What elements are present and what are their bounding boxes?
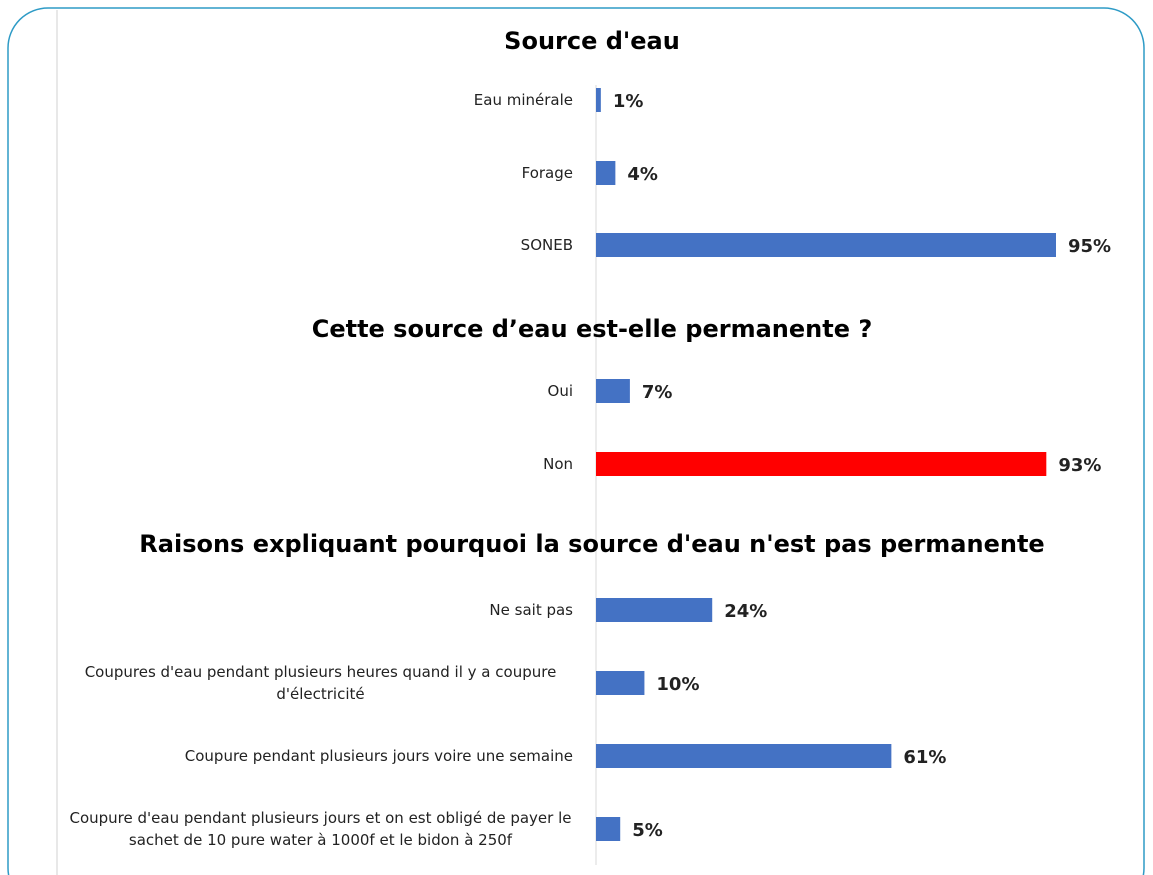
value-label: 95% (1068, 236, 1111, 257)
category-label: Ne sait pas (489, 601, 573, 619)
category-label: Oui (547, 382, 573, 400)
value-label: 93% (1058, 455, 1101, 476)
category-label: Coupure pendant plusieurs jours voire un… (184, 747, 573, 765)
category-label: Non (543, 455, 573, 473)
chart-title: Cette source d’eau est-elle permanente ? (312, 315, 873, 343)
value-label: 1% (613, 91, 644, 112)
bar (596, 452, 1047, 476)
bar (596, 744, 892, 768)
bar (596, 817, 621, 841)
category-label: Coupures d'eau pendant plusieurs heures … (84, 663, 557, 703)
category-label: SONEB (520, 236, 573, 254)
chart-title: Source d'eau (504, 27, 680, 55)
bar (596, 233, 1056, 257)
chart-title: Raisons expliquant pourquoi la source d'… (139, 530, 1044, 558)
value-label: 61% (903, 747, 946, 768)
category-label: Forage (521, 164, 573, 182)
bar (596, 379, 630, 403)
bar (596, 671, 645, 695)
bar (596, 161, 616, 185)
category-label: Eau minérale (473, 91, 573, 109)
value-label: 7% (642, 382, 673, 403)
value-label: 5% (632, 820, 663, 841)
value-label: 24% (724, 601, 767, 622)
value-label: 10% (656, 674, 699, 695)
bar (596, 598, 713, 622)
value-label: 4% (627, 164, 658, 185)
frame (7, 7, 1145, 875)
category-label: Coupure d'eau pendant plusieurs jours et… (69, 809, 572, 849)
bar (596, 88, 601, 112)
